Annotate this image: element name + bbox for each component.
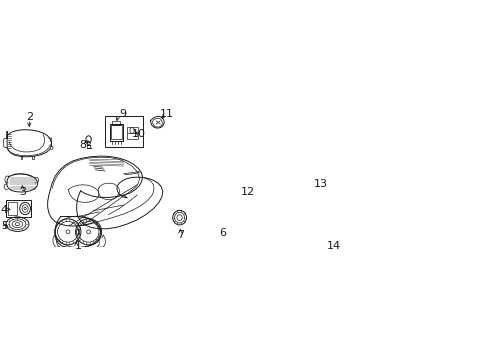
Text: 14: 14 <box>326 241 341 251</box>
Text: 12: 12 <box>240 186 254 197</box>
Text: 10: 10 <box>132 129 146 139</box>
Text: 4: 4 <box>1 204 8 215</box>
Text: 9: 9 <box>119 109 126 119</box>
Bar <box>270 196 274 202</box>
Text: 3: 3 <box>19 186 26 197</box>
Bar <box>277 226 282 233</box>
Bar <box>76 229 79 234</box>
Bar <box>232 191 260 204</box>
Bar <box>126 127 137 139</box>
Text: 8: 8 <box>79 140 86 150</box>
Bar <box>260 226 264 233</box>
Bar <box>256 235 261 239</box>
Bar <box>270 177 309 195</box>
Bar <box>6 201 31 216</box>
Bar <box>230 190 261 206</box>
Bar <box>285 196 290 202</box>
Bar <box>212 213 230 233</box>
Bar <box>296 196 301 202</box>
Text: 1: 1 <box>75 241 81 251</box>
Text: 11: 11 <box>159 109 173 119</box>
Text: 13: 13 <box>313 179 327 189</box>
Bar <box>112 121 120 125</box>
Bar <box>307 196 311 202</box>
Text: 5: 5 <box>1 221 8 231</box>
Bar <box>302 196 306 202</box>
Bar <box>241 202 289 241</box>
Text: 6: 6 <box>219 228 225 238</box>
Bar <box>291 196 295 202</box>
Text: 7: 7 <box>177 230 183 240</box>
Bar <box>285 235 289 239</box>
Bar <box>109 124 123 141</box>
Bar <box>211 212 231 234</box>
Text: 2: 2 <box>26 112 33 122</box>
Bar <box>266 175 312 204</box>
Bar <box>268 235 272 239</box>
Bar <box>254 226 259 233</box>
Bar <box>245 204 286 224</box>
Bar <box>279 235 284 239</box>
Bar <box>246 206 285 223</box>
Bar <box>245 235 249 239</box>
Bar <box>272 226 276 233</box>
Bar <box>275 196 279 202</box>
Bar <box>271 179 308 194</box>
Bar <box>251 235 255 239</box>
Bar <box>268 176 311 203</box>
Bar <box>111 126 122 139</box>
Bar <box>266 226 270 233</box>
Bar <box>7 202 17 215</box>
Bar <box>281 196 285 202</box>
Bar <box>104 116 142 147</box>
Bar <box>273 235 278 239</box>
Bar <box>262 235 266 239</box>
